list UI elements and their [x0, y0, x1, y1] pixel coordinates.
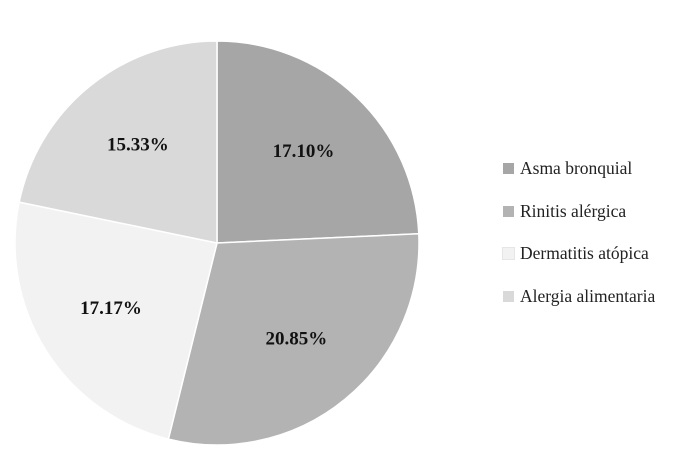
legend-swatch — [502, 247, 515, 260]
legend-label: Dermatitis atópica — [520, 243, 649, 263]
legend-item: Alergia alimentaria — [503, 286, 655, 307]
slice-data-label: 15.33% — [107, 134, 169, 155]
legend-swatch — [503, 290, 514, 302]
slice-data-label: 17.17% — [80, 298, 142, 319]
legend-label: Alergia alimentaria — [520, 285, 656, 306]
pie-slice-4 — [18, 40, 218, 244]
chart-legend: Asma bronquial Rinitis alérgica Dermatitis… — [502, 158, 655, 328]
legend-item: Rinitis alérgica — [503, 201, 655, 222]
pie-slice-3 — [14, 201, 218, 440]
pie-slices — [14, 40, 420, 446]
pie-slice-1 — [216, 40, 420, 244]
legend-swatch — [503, 163, 514, 174]
legend-swatch — [503, 205, 514, 217]
legend-item: Dermatitis atópica — [502, 243, 655, 264]
pie-data-labels: 17.10% 20.85% 17.17% 15.33% — [80, 134, 334, 349]
pie-slice-2 — [167, 232, 420, 446]
slice-data-label: 17.10% — [273, 141, 335, 162]
legend-label: Asma bronquial — [520, 158, 633, 178]
legend-label: Rinitis alérgica — [520, 200, 627, 221]
legend-item: Asma bronquial — [503, 158, 655, 179]
slice-data-label: 20.85% — [266, 328, 328, 349]
